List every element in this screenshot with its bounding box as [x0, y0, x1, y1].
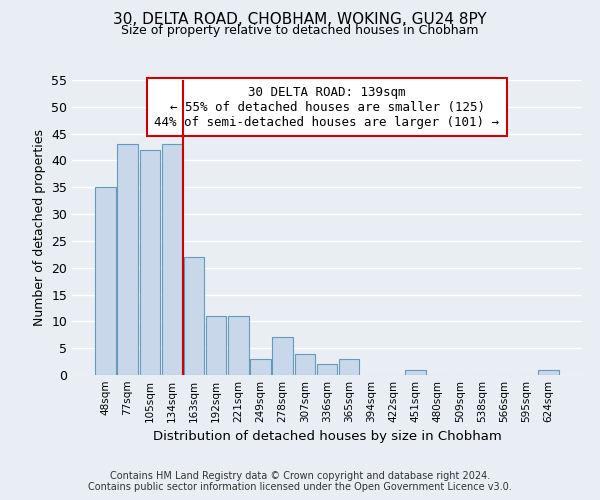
Bar	[250, 359, 271, 375]
Text: 30 DELTA ROAD: 139sqm
← 55% of detached houses are smaller (125)
44% of semi-det: 30 DELTA ROAD: 139sqm ← 55% of detached …	[155, 86, 499, 129]
Y-axis label: Number of detached properties: Number of detached properties	[32, 129, 46, 326]
Bar	[538, 370, 559, 375]
Text: 30, DELTA ROAD, CHOBHAM, WOKING, GU24 8PY: 30, DELTA ROAD, CHOBHAM, WOKING, GU24 8P…	[113, 12, 487, 28]
Bar	[272, 338, 293, 375]
Bar	[317, 364, 337, 375]
Bar	[184, 257, 204, 375]
Text: Contains HM Land Registry data © Crown copyright and database right 2024.
Contai: Contains HM Land Registry data © Crown c…	[88, 471, 512, 492]
Bar	[228, 316, 248, 375]
Bar	[161, 144, 182, 375]
Bar	[295, 354, 315, 375]
Bar	[118, 144, 138, 375]
Bar	[206, 316, 226, 375]
Text: Size of property relative to detached houses in Chobham: Size of property relative to detached ho…	[121, 24, 479, 37]
Bar	[95, 188, 116, 375]
Bar	[339, 359, 359, 375]
Bar	[406, 370, 426, 375]
Bar	[140, 150, 160, 375]
X-axis label: Distribution of detached houses by size in Chobham: Distribution of detached houses by size …	[152, 430, 502, 444]
